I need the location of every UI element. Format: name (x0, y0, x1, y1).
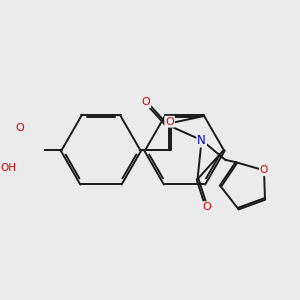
Text: O: O (260, 165, 268, 175)
Text: O: O (165, 117, 174, 127)
Text: O: O (202, 202, 211, 212)
Text: N: N (197, 134, 206, 147)
Text: O: O (15, 123, 24, 134)
Text: OH: OH (1, 163, 16, 173)
Text: O: O (142, 97, 150, 107)
